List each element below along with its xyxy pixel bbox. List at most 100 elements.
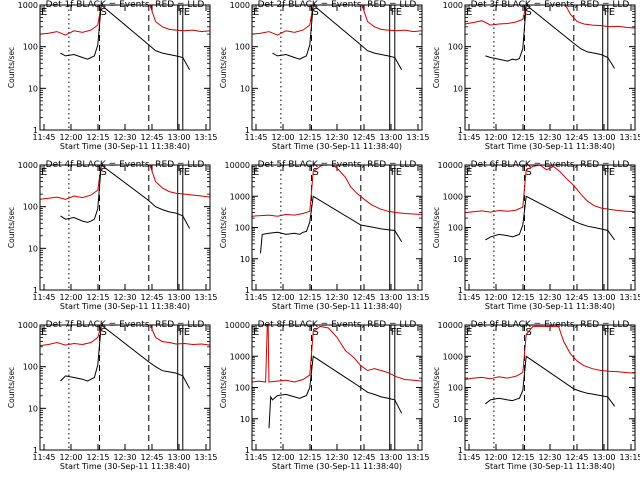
event-marker-label: E	[466, 7, 472, 18]
y-tick-label: 10	[240, 415, 250, 424]
x-tick-label: 12:00	[271, 293, 294, 302]
series-events-line	[485, 355, 616, 407]
x-tick-label: 12:00	[271, 453, 294, 462]
x-tick-label: 13:15	[619, 293, 640, 302]
x-tick-label: 12:15	[86, 133, 109, 142]
event-marker-label: S	[526, 7, 532, 18]
y-tick-label: 1000	[230, 192, 250, 201]
x-tick-label: 12:30	[113, 293, 136, 302]
plot-frame	[39, 4, 211, 131]
x-tick-label: 12:00	[484, 133, 507, 142]
x-tick-label: 13:00	[379, 133, 402, 142]
y-tick-label: 10	[28, 404, 38, 413]
x-tick-label: 13:15	[406, 133, 429, 142]
event-marker-label: F	[179, 167, 185, 178]
y-axis-label: Counts/sec	[432, 207, 441, 248]
series-lld-line	[40, 325, 210, 347]
x-tick-label: 13:00	[379, 293, 402, 302]
y-axis-label: Counts/sec	[219, 207, 228, 248]
x-axis-label: Start Time (30-Sep-11 11:38:40)	[272, 462, 402, 471]
x-axis-label: Start Time (30-Sep-11 11:38:40)	[485, 302, 615, 311]
x-tick-label: 12:15	[86, 293, 109, 302]
x-tick-label: 13:15	[406, 293, 429, 302]
x-tick-label: 12:30	[113, 133, 136, 142]
plot-frame	[251, 4, 423, 131]
event-marker-label: E	[184, 167, 190, 178]
x-tick-label: 12:45	[352, 133, 375, 142]
y-axis-label: Counts/sec	[219, 47, 228, 88]
x-tick-label: 11:45	[457, 453, 480, 462]
x-tick-label: 12:45	[140, 133, 163, 142]
y-tick-label: 1000	[18, 321, 38, 330]
event-marker-label: S	[101, 167, 107, 178]
event-marker-label: F	[604, 7, 610, 18]
x-axis-label: Start Time (30-Sep-11 11:38:40)	[60, 462, 190, 471]
y-tick-label: 1	[33, 126, 38, 135]
y-tick-label: 1000	[443, 1, 463, 10]
x-tick-label: 13:00	[379, 453, 402, 462]
y-tick-label: 1000	[443, 352, 463, 361]
series-events-line	[272, 5, 403, 70]
x-tick-label: 12:00	[271, 133, 294, 142]
x-tick-label: 11:45	[32, 453, 55, 462]
x-axis-label: Start Time (30-Sep-11 11:38:40)	[60, 302, 190, 311]
event-marker-label: E	[41, 167, 47, 178]
event-marker-label: E	[609, 327, 615, 338]
x-tick-label: 12:15	[511, 133, 534, 142]
x-axis-label: Start Time (30-Sep-11 11:38:40)	[272, 302, 402, 311]
x-tick-label: 13:15	[619, 453, 640, 462]
x-tick-label: 13:00	[167, 453, 190, 462]
y-tick-label: 1	[245, 286, 250, 295]
event-marker-label: F	[179, 7, 185, 18]
event-marker-label: E	[184, 327, 190, 338]
x-tick-label: 12:00	[484, 293, 507, 302]
event-marker-label: E	[396, 167, 402, 178]
x-tick-label: 12:30	[325, 453, 348, 462]
x-axis-label: Start Time (30-Sep-11 11:38:40)	[485, 462, 615, 471]
y-axis-label: Counts/sec	[7, 367, 16, 408]
event-marker-label: F	[391, 327, 397, 338]
x-tick-label: 11:45	[457, 133, 480, 142]
x-tick-label: 11:45	[32, 133, 55, 142]
y-tick-label: 100	[23, 363, 38, 372]
y-axis-label: Counts/sec	[219, 367, 228, 408]
x-tick-label: 13:15	[194, 453, 217, 462]
event-marker-label: E	[396, 327, 402, 338]
series-lld-line	[252, 325, 422, 383]
x-tick-label: 13:00	[592, 453, 615, 462]
x-tick-label: 12:30	[325, 133, 348, 142]
y-tick-label: 10000	[438, 161, 463, 170]
x-tick-label: 12:15	[511, 293, 534, 302]
y-tick-label: 1	[245, 126, 250, 135]
event-marker-label: S	[313, 167, 319, 178]
x-tick-label: 12:30	[538, 453, 561, 462]
y-tick-label: 100	[235, 43, 250, 52]
y-axis-label: Counts/sec	[432, 47, 441, 88]
event-marker-label: E	[253, 167, 259, 178]
x-tick-label: 13:15	[194, 133, 217, 142]
event-marker-label: E	[41, 7, 47, 18]
y-tick-label: 10	[453, 415, 463, 424]
x-tick-label: 11:45	[244, 453, 267, 462]
plot-frame	[251, 164, 423, 291]
y-tick-label: 10000	[225, 321, 250, 330]
y-tick-label: 10	[28, 84, 38, 93]
x-tick-label: 12:45	[140, 293, 163, 302]
y-tick-label: 100	[448, 384, 463, 393]
x-tick-label: 12:45	[352, 453, 375, 462]
event-marker-label: E	[466, 167, 472, 178]
y-tick-label: 1	[33, 446, 38, 455]
plot-frame	[464, 164, 636, 291]
x-tick-label: 13:15	[406, 453, 429, 462]
x-tick-label: 13:00	[167, 133, 190, 142]
series-lld-line	[252, 165, 422, 217]
x-tick-label: 12:15	[298, 453, 321, 462]
x-tick-label: 12:45	[140, 453, 163, 462]
x-tick-label: 12:15	[86, 453, 109, 462]
y-tick-label: 1	[245, 446, 250, 455]
